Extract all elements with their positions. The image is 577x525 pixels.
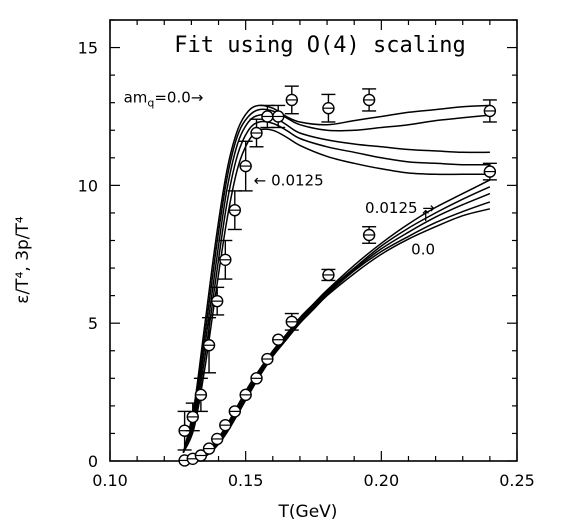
plot-frame: [109, 19, 518, 462]
pressure-fit-curve: [183, 201, 491, 462]
curve-annotation: amq=0.0→: [124, 89, 204, 110]
y-tick-label: 15: [78, 39, 98, 58]
x-tick-label: 0.10: [92, 471, 128, 490]
y-axis-label: ε/T⁴, 3p/T⁴: [13, 216, 33, 304]
energy-fit-curve: [182, 104, 490, 453]
axis-ticks: 0.10 0.15 0.20 0.25 0 5 10 15: [78, 19, 535, 490]
pressure-fit-curve: [183, 179, 491, 462]
curve-annotation: ↑: [419, 207, 432, 225]
x-axis-label: T(GeV): [278, 502, 338, 522]
data-points: [177, 85, 497, 467]
y-tick-label: 0: [88, 452, 98, 471]
curve-annotation: ← 0.0125: [254, 171, 324, 189]
y-tick-label: 10: [78, 176, 98, 195]
y-tick-label: 5: [88, 314, 98, 333]
x-tick-label: 0.25: [499, 471, 535, 490]
plot-border: [109, 19, 518, 462]
chart-title: Fit using O(4) scaling: [174, 33, 465, 58]
x-tick-label: 0.20: [364, 471, 400, 490]
curve-annotation: 0.0125 →: [365, 199, 435, 217]
curve-annotations: amq=0.0→ ← 0.0125 0.0125 →↑ 0.0: [124, 89, 435, 259]
pressure-fit-curve: [183, 208, 491, 462]
x-tick-label: 0.15: [228, 471, 264, 490]
fit-curves: [182, 104, 491, 462]
curve-annotation: 0.0: [411, 240, 435, 258]
